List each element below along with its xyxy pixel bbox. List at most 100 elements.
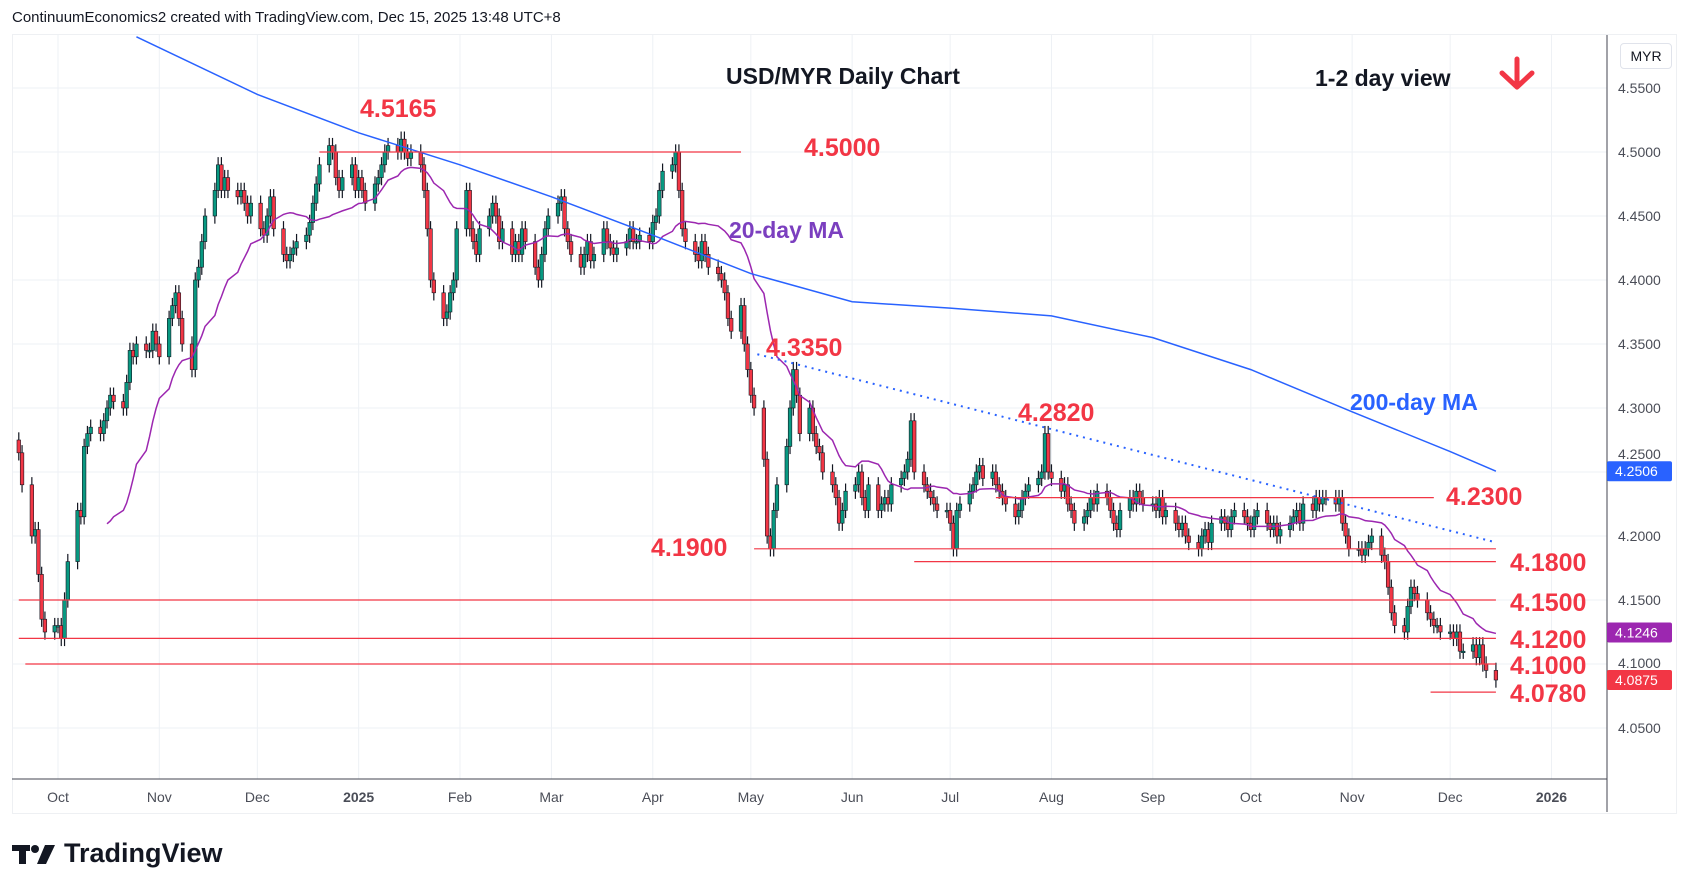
candle-body bbox=[1255, 510, 1260, 518]
level-label-4-1900: 4.1900 bbox=[651, 534, 728, 562]
candle-body bbox=[265, 215, 270, 236]
candle bbox=[751, 387, 757, 416]
candle bbox=[948, 502, 953, 531]
candle bbox=[706, 246, 711, 275]
candle bbox=[1036, 470, 1041, 493]
candle bbox=[719, 265, 724, 288]
candle-body bbox=[441, 292, 446, 319]
candle bbox=[88, 419, 93, 442]
candle-body bbox=[634, 241, 639, 244]
candle bbox=[421, 157, 427, 199]
candle bbox=[912, 413, 917, 480]
currency-label[interactable]: MYR bbox=[1620, 43, 1672, 69]
candle-body bbox=[921, 471, 927, 486]
candle-body bbox=[317, 164, 322, 185]
price-badge: 4.1246 bbox=[1607, 622, 1672, 643]
candle bbox=[359, 169, 365, 199]
ma20-label: 20-day MA bbox=[729, 217, 845, 243]
candle-body bbox=[787, 407, 793, 447]
candle-body bbox=[29, 484, 34, 537]
time-tick-label: Jun bbox=[841, 789, 864, 805]
candles bbox=[16, 131, 1499, 688]
candle bbox=[271, 189, 276, 237]
candle-body bbox=[1068, 503, 1074, 511]
candle bbox=[1408, 579, 1414, 615]
candle-body bbox=[1023, 490, 1028, 498]
time-tick-label: Oct bbox=[1240, 789, 1262, 805]
time-tick-label: May bbox=[738, 789, 764, 805]
candle bbox=[879, 496, 884, 519]
candle-body bbox=[1363, 548, 1368, 556]
candle-body bbox=[359, 177, 365, 191]
candle-body bbox=[582, 254, 587, 268]
time-tick-label: Aug bbox=[1039, 789, 1064, 805]
candle-body bbox=[1036, 478, 1041, 486]
candle-body bbox=[202, 215, 208, 242]
candle-body bbox=[1301, 503, 1306, 524]
candle-body bbox=[604, 228, 610, 242]
candle-body bbox=[814, 433, 819, 447]
candle-body bbox=[1392, 612, 1397, 626]
candle bbox=[742, 297, 747, 352]
time-tick-label: 2025 bbox=[343, 789, 374, 805]
candle-body bbox=[1379, 535, 1384, 556]
candle-body bbox=[970, 484, 976, 492]
candle-body bbox=[1480, 644, 1485, 665]
candle bbox=[82, 438, 87, 525]
candle bbox=[680, 182, 685, 237]
candle-body bbox=[745, 343, 750, 370]
candle-body bbox=[546, 215, 551, 230]
candle-body bbox=[957, 503, 963, 511]
candle-body bbox=[1232, 510, 1237, 518]
candle-body bbox=[725, 292, 731, 319]
candle bbox=[670, 157, 675, 179]
candle-body bbox=[431, 279, 436, 294]
candle bbox=[568, 233, 574, 263]
candle-body bbox=[1065, 484, 1070, 505]
candle-body bbox=[39, 574, 44, 620]
candle-body bbox=[1242, 510, 1247, 518]
candle bbox=[1379, 528, 1384, 563]
candle bbox=[428, 221, 433, 288]
candle-body bbox=[948, 510, 953, 524]
candle-body bbox=[1412, 586, 1417, 594]
candle bbox=[1255, 502, 1260, 525]
price-badge-text: 4.0875 bbox=[1615, 672, 1658, 688]
candle-body bbox=[493, 202, 499, 217]
candle-body bbox=[36, 529, 41, 575]
candle-body bbox=[820, 452, 825, 473]
candle bbox=[134, 336, 139, 365]
candle-body bbox=[330, 145, 335, 153]
candle bbox=[1245, 509, 1250, 531]
ma20-line bbox=[106, 166, 1497, 635]
candle bbox=[19, 445, 25, 493]
candle bbox=[36, 521, 41, 583]
tradingview-logo[interactable]: TradingView bbox=[12, 838, 223, 869]
candle-body bbox=[428, 228, 433, 281]
candle-body bbox=[830, 471, 835, 486]
candle-body bbox=[905, 458, 910, 473]
candle-body bbox=[1278, 529, 1283, 537]
candle bbox=[372, 176, 378, 211]
annotation-4-2820: 4.2820 bbox=[1018, 399, 1095, 427]
candle bbox=[340, 169, 345, 199]
candle-body bbox=[1183, 522, 1188, 537]
candle-body bbox=[533, 241, 538, 268]
candle-body bbox=[127, 350, 132, 383]
candle bbox=[1173, 502, 1178, 531]
candle-body bbox=[1484, 663, 1489, 671]
candle bbox=[637, 227, 642, 250]
candle bbox=[52, 617, 57, 640]
candle-body bbox=[653, 215, 659, 223]
candle-body bbox=[1428, 612, 1433, 620]
candle-body bbox=[1461, 650, 1466, 654]
candle-body bbox=[967, 490, 972, 505]
candle bbox=[42, 611, 48, 640]
candle-body bbox=[1408, 586, 1414, 607]
candle bbox=[582, 246, 587, 275]
candle-body bbox=[1287, 522, 1293, 530]
candle-body bbox=[899, 478, 904, 486]
time-tick-label: Oct bbox=[47, 789, 69, 805]
candle bbox=[16, 432, 21, 461]
